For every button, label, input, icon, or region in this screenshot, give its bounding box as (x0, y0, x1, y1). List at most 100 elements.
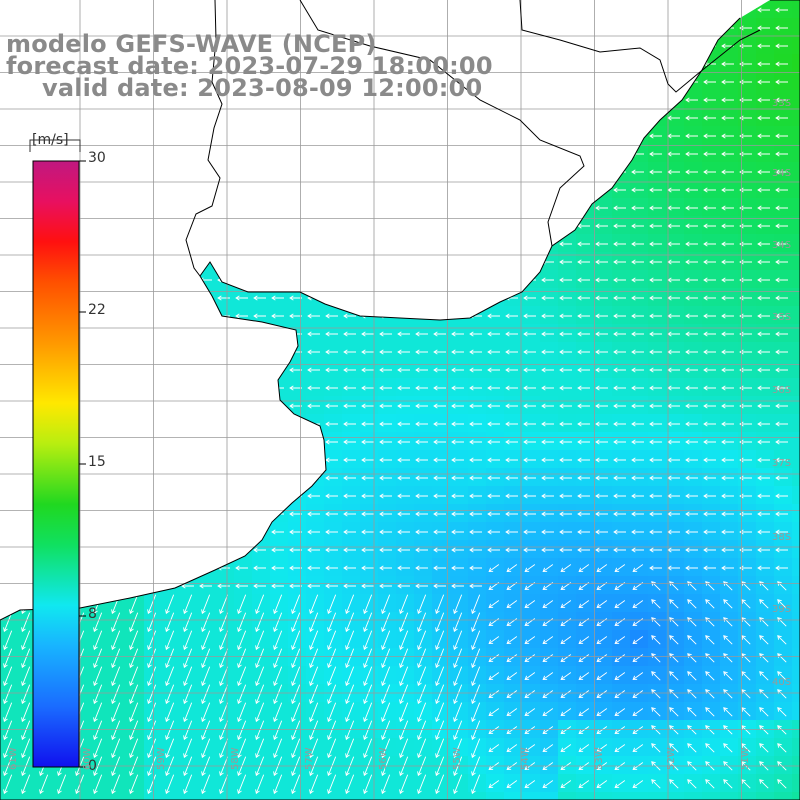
wind-cell (108, 414, 127, 433)
wind-arrow (578, 672, 590, 681)
wind-arrow (488, 744, 500, 753)
wind-cell (360, 630, 379, 649)
wind-arrow (703, 241, 716, 247)
wind-cell (252, 792, 271, 800)
wind-arrow (649, 169, 662, 175)
wind-arrow (775, 277, 788, 283)
wind-cell (252, 198, 271, 217)
wind-cell (630, 234, 649, 253)
wind-cell (342, 756, 361, 775)
wind-arrow (271, 367, 284, 373)
wind-arrow (435, 720, 445, 741)
wind-arrow (667, 97, 680, 103)
wind-cell (252, 702, 271, 721)
wind-cell (414, 738, 433, 757)
wind-cell (450, 702, 469, 721)
wind-cell (720, 288, 739, 307)
wind-cell (396, 648, 415, 667)
wind-cell (198, 324, 217, 343)
wind-cell (414, 468, 433, 487)
wind-arrow (343, 223, 356, 229)
wind-cell (774, 666, 793, 685)
wind-arrow (487, 457, 500, 463)
wind-cell (216, 540, 235, 559)
wind-cell (306, 432, 325, 451)
wind-arrow (379, 295, 392, 301)
wind-cell (306, 0, 325, 19)
wind-arrow (578, 744, 590, 753)
wind-arrow (451, 241, 464, 247)
wind-arrow (165, 612, 175, 633)
wind-arrow (91, 277, 104, 283)
wind-cell (540, 792, 559, 800)
wind-arrow (181, 7, 194, 13)
wind-arrow (253, 205, 266, 211)
wind-cell (666, 756, 685, 775)
wind-arrow (757, 133, 770, 139)
wind-cell (468, 522, 487, 541)
wind-arrow (379, 385, 392, 391)
wind-cell (468, 450, 487, 469)
wind-arrow (109, 295, 122, 301)
wind-cell (738, 594, 757, 613)
wind-arrow (685, 457, 698, 463)
wind-cell (108, 468, 127, 487)
wind-cell (702, 468, 721, 487)
wind-cell (126, 594, 145, 613)
wind-arrow (91, 331, 104, 337)
wind-cell (594, 342, 613, 361)
wind-cell (378, 126, 397, 145)
wind-cell (540, 54, 559, 73)
wind-arrow (57, 774, 67, 795)
wind-arrow (577, 367, 590, 373)
wind-cell (378, 774, 397, 793)
wind-arrow (487, 151, 500, 157)
wind-cell (612, 378, 631, 397)
wind-arrow (685, 511, 698, 517)
wind-arrow (165, 648, 175, 669)
wind-cell (792, 126, 800, 145)
wind-arrow (399, 684, 409, 705)
wind-arrow (453, 648, 463, 669)
wind-arrow (379, 511, 392, 517)
wind-arrow (181, 457, 194, 463)
wind-arrow (669, 599, 679, 609)
wind-cell (630, 180, 649, 199)
lon-label-56w: 56W (378, 747, 389, 770)
wind-arrow (127, 277, 140, 283)
wind-arrow (705, 725, 715, 735)
wind-arrow (343, 331, 356, 337)
wind-cell (216, 576, 235, 595)
wind-cell (162, 162, 181, 181)
wind-cell (522, 486, 541, 505)
wind-arrow (19, 205, 32, 211)
wind-arrow (685, 205, 698, 211)
wind-cell (216, 612, 235, 631)
wind-cell (0, 414, 19, 433)
wind-cell (432, 522, 451, 541)
wind-arrow (559, 367, 572, 373)
wind-cell (126, 126, 145, 145)
wind-cell (666, 738, 685, 757)
wind-arrow (577, 349, 590, 355)
wind-cell (18, 90, 37, 109)
wind-cell (792, 540, 800, 559)
wind-cell (90, 234, 109, 253)
wind-cell (108, 288, 127, 307)
wind-arrow (309, 702, 319, 723)
wind-arrow (417, 666, 427, 687)
wind-arrow (235, 7, 248, 13)
wind-cell (594, 198, 613, 217)
wind-cell (756, 126, 775, 145)
wind-arrow (343, 457, 356, 463)
wind-arrow (93, 684, 103, 705)
wind-cell (522, 198, 541, 217)
wind-cell (684, 162, 703, 181)
wind-arrow (91, 7, 104, 13)
wind-cell (414, 144, 433, 163)
wind-arrow (757, 25, 770, 31)
wind-cell (594, 450, 613, 469)
wind-arrow (147, 612, 157, 633)
wind-arrow (433, 349, 446, 355)
wind-arrow (685, 115, 698, 121)
